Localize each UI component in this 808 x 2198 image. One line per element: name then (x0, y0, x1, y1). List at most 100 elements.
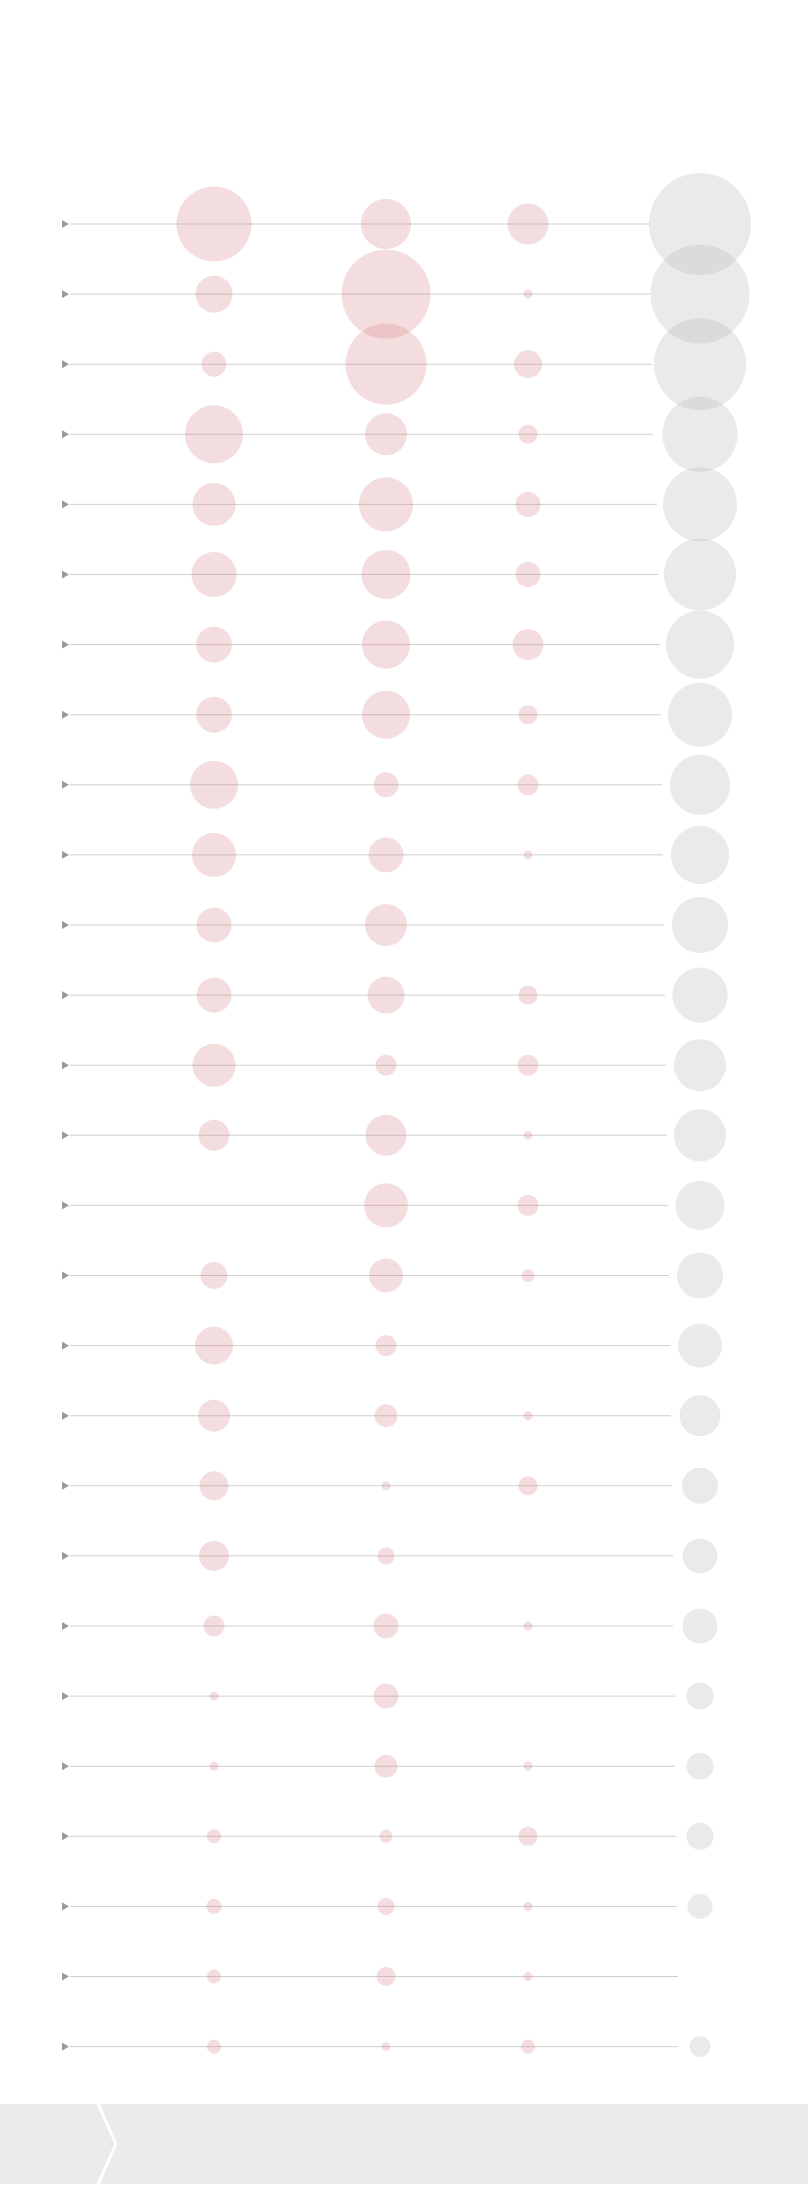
bubble (682, 1467, 718, 1504)
play-triangle-icon (62, 991, 69, 1000)
bubble (686, 1752, 714, 1780)
bubble (207, 1829, 221, 1844)
bubble (373, 1613, 399, 1639)
bubble (374, 1754, 398, 1778)
bubble (523, 1411, 533, 1421)
play-triangle-icon (62, 1832, 69, 1841)
play-triangle-icon (62, 1902, 69, 1911)
bubble (381, 2042, 391, 2052)
bubble (507, 203, 549, 245)
bubble (518, 1476, 538, 1496)
bubble (518, 424, 538, 444)
bubble (364, 1183, 408, 1228)
play-triangle-icon (62, 921, 69, 929)
bubble (362, 690, 410, 739)
bubble (185, 405, 243, 464)
bubble (199, 1471, 229, 1501)
bubble (654, 318, 746, 411)
bubble (192, 1043, 236, 1087)
bubble-marks (176, 173, 751, 2058)
bubble (209, 1761, 219, 1771)
bubble (518, 705, 538, 725)
bubble (367, 976, 405, 1014)
bubble (677, 1252, 723, 1299)
bubble (517, 774, 539, 796)
bubble (192, 832, 236, 877)
bubble (375, 1335, 397, 1357)
bubble (379, 1829, 393, 1843)
bubble (674, 1109, 726, 1162)
play-triangle-icon (62, 1271, 69, 1280)
bubble (377, 1547, 395, 1565)
bubble (365, 1114, 407, 1156)
bubble (678, 1323, 722, 1368)
bubble (361, 199, 411, 249)
bubble (672, 967, 728, 1023)
play-triangle-icon (62, 1972, 69, 1981)
bubble (670, 754, 730, 815)
bubble (686, 1822, 714, 1850)
play-triangle-icon (62, 710, 69, 719)
bubble (523, 850, 533, 860)
play-triangle-icon (62, 570, 69, 579)
bubble (686, 1682, 714, 1710)
play-triangle-icon (62, 1551, 69, 1560)
bubble (682, 1538, 718, 1574)
bubble (381, 1481, 391, 1491)
bubble (365, 904, 407, 946)
bubble (518, 985, 538, 1005)
bubble (198, 1399, 230, 1432)
play-triangle-icon (62, 1341, 69, 1350)
bubble (674, 1039, 726, 1092)
bubble (687, 1893, 713, 1919)
bubble (375, 1054, 397, 1076)
bubble (195, 1326, 233, 1365)
row-guides (62, 220, 678, 2051)
bubble (201, 351, 227, 377)
bubble (523, 1972, 533, 1981)
bubble (206, 1898, 222, 1914)
play-triangle-icon (62, 1061, 69, 1070)
play-triangle-icon (62, 430, 69, 439)
play-triangle-icon (62, 780, 69, 789)
play-triangle-icon (62, 1692, 69, 1701)
bubble (362, 620, 410, 669)
bubble (515, 491, 541, 517)
bubble (649, 173, 751, 275)
footer-bar (0, 2104, 808, 2184)
bubble (207, 2039, 221, 2054)
play-triangle-icon (62, 500, 69, 509)
bubble (672, 897, 728, 953)
bubble (359, 477, 413, 532)
bubble (207, 1969, 221, 1984)
play-triangle-icon (62, 1481, 69, 1490)
bubble (365, 413, 407, 456)
bubble (196, 696, 232, 733)
bubble (521, 2039, 535, 2054)
bubble (373, 1683, 399, 1709)
bubble (196, 977, 232, 1013)
bubble (345, 323, 427, 405)
bubble (341, 249, 431, 339)
bubble (650, 244, 750, 344)
play-triangle-icon (62, 1762, 69, 1771)
bubble (517, 1054, 539, 1076)
bubble (523, 289, 533, 299)
bubble (663, 467, 737, 542)
bubble (518, 1826, 538, 1846)
bubble (369, 1258, 403, 1293)
bubble (664, 538, 736, 611)
bubble (512, 629, 544, 661)
play-triangle-icon (62, 220, 69, 228)
bubble (209, 1691, 219, 1701)
bubble (361, 550, 411, 599)
play-triangle-icon (62, 1201, 69, 1210)
bubble (192, 482, 236, 526)
bubble (662, 396, 738, 472)
bubble (521, 1269, 535, 1282)
play-triangle-icon (62, 360, 69, 369)
play-triangle-icon (62, 640, 69, 649)
bubble (191, 552, 237, 597)
bubble (517, 1194, 539, 1216)
